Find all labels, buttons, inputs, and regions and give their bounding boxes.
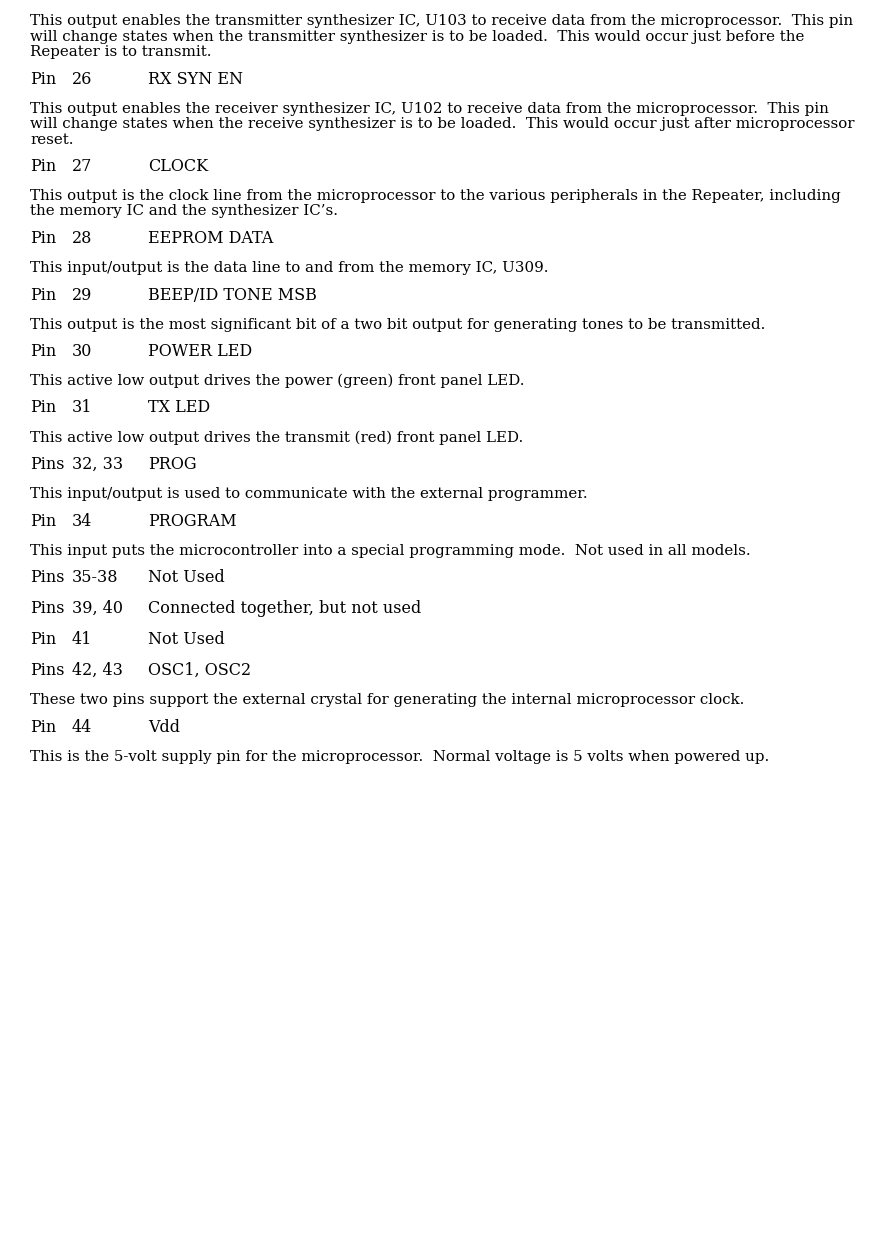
Text: 44: 44 [72,719,93,736]
Text: Not Used: Not Used [148,570,225,586]
Text: Pin: Pin [30,287,56,304]
Text: Pin: Pin [30,400,56,417]
Text: PROGRAM: PROGRAM [148,513,237,530]
Text: This input puts the microcontroller into a special programming mode.  Not used i: This input puts the microcontroller into… [30,544,750,557]
Text: Pin: Pin [30,343,56,360]
Text: This output is the most significant bit of a two bit output for generating tones: This output is the most significant bit … [30,318,765,331]
Text: BEEP/ID TONE MSB: BEEP/ID TONE MSB [148,287,317,304]
Text: Pin: Pin [30,630,56,648]
Text: 28: 28 [72,230,93,247]
Text: This active low output drives the transmit (red) front panel LED.: This active low output drives the transm… [30,431,523,444]
Text: Pin: Pin [30,71,56,88]
Text: Pins: Pins [30,599,64,617]
Text: Connected together, but not used: Connected together, but not used [148,599,421,617]
Text: Pin: Pin [30,158,56,175]
Text: This output is the clock line from the microprocessor to the various peripherals: This output is the clock line from the m… [30,189,841,204]
Text: Pin: Pin [30,719,56,736]
Text: 30: 30 [72,343,93,360]
Text: 41: 41 [72,630,93,648]
Text: 26: 26 [72,71,93,88]
Text: 39, 40: 39, 40 [72,599,123,617]
Text: Repeater is to transmit.: Repeater is to transmit. [30,45,212,60]
Text: These two pins support the external crystal for generating the internal micropro: These two pins support the external crys… [30,692,744,707]
Text: EEPROM DATA: EEPROM DATA [148,230,273,247]
Text: PROG: PROG [148,455,197,473]
Text: TX LED: TX LED [148,400,210,417]
Text: OSC1, OSC2: OSC1, OSC2 [148,661,251,679]
Text: This is the 5-volt supply pin for the microprocessor.  Normal voltage is 5 volts: This is the 5-volt supply pin for the mi… [30,750,769,763]
Text: 31: 31 [72,400,93,417]
Text: Pin: Pin [30,513,56,530]
Text: This output enables the transmitter synthesizer IC, U103 to receive data from th: This output enables the transmitter synt… [30,14,854,29]
Text: 42, 43: 42, 43 [72,661,123,679]
Text: 32, 33: 32, 33 [72,455,123,473]
Text: POWER LED: POWER LED [148,343,252,360]
Text: RX SYN EN: RX SYN EN [148,71,243,88]
Text: will change states when the transmitter synthesizer is to be loaded.  This would: will change states when the transmitter … [30,30,805,43]
Text: will change states when the receive synthesizer is to be loaded.  This would occ: will change states when the receive synt… [30,117,854,132]
Text: Pin: Pin [30,230,56,247]
Text: 27: 27 [72,158,93,175]
Text: Not Used: Not Used [148,630,225,648]
Text: 35-38: 35-38 [72,570,118,586]
Text: reset.: reset. [30,133,74,146]
Text: CLOCK: CLOCK [148,158,208,175]
Text: Vdd: Vdd [148,719,180,736]
Text: Pins: Pins [30,455,64,473]
Text: This active low output drives the power (green) front panel LED.: This active low output drives the power … [30,374,524,388]
Text: This output enables the receiver synthesizer IC, U102 to receive data from the m: This output enables the receiver synthes… [30,102,829,115]
Text: This input/output is used to communicate with the external programmer.: This input/output is used to communicate… [30,486,587,501]
Text: 34: 34 [72,513,93,530]
Text: Pins: Pins [30,570,64,586]
Text: Pins: Pins [30,661,64,679]
Text: This input/output is the data line to and from the memory IC, U309.: This input/output is the data line to an… [30,261,548,276]
Text: the memory IC and the synthesizer IC’s.: the memory IC and the synthesizer IC’s. [30,205,338,218]
Text: 29: 29 [72,287,93,304]
